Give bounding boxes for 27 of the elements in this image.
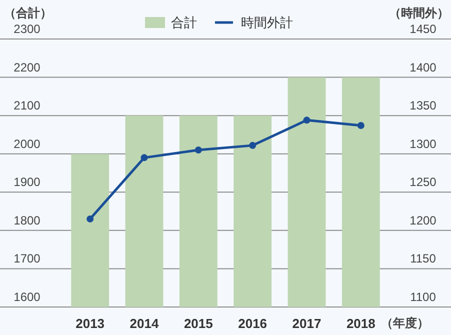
y2-tick-label: 1350	[410, 98, 437, 113]
y2-tick-label: 1400	[410, 60, 437, 74]
y-tick-label: 1800	[14, 213, 41, 228]
y2-axis-title: （時間外）	[389, 6, 449, 20]
x-tick-label: 2014	[130, 316, 160, 331]
legend-label: 時間外計	[241, 15, 293, 30]
x-tick-label: 2018	[346, 316, 376, 331]
y2-tick-label: 1300	[410, 136, 437, 151]
legend-label: 合計	[171, 15, 197, 30]
x-axis-title: （年度）	[380, 316, 429, 330]
x-tick-label: 2015	[184, 316, 213, 331]
y2-tick-label: 1200	[410, 213, 437, 228]
x-tick-label: 2016	[238, 316, 268, 331]
y2-tick-label: 1250	[410, 175, 437, 190]
y-tick-label: 1900	[14, 175, 41, 190]
y2-tick-label: 1450	[410, 22, 437, 36]
y-tick-label: 2300	[14, 22, 41, 36]
y-tick-label: 2200	[14, 60, 41, 74]
y2-tick-label: 1100	[410, 290, 436, 304]
x-tick-label: 2013	[76, 316, 105, 331]
y-tick-label: 2100	[14, 98, 41, 113]
y-tick-label: 1600	[14, 290, 41, 304]
x-tick-label: 2017	[292, 316, 322, 331]
y2-tick-label: 1150	[410, 252, 436, 266]
y-axis-title: （合計）	[4, 6, 52, 20]
y-tick-label: 1700	[14, 252, 41, 266]
y-tick-label: 2000	[14, 136, 41, 151]
